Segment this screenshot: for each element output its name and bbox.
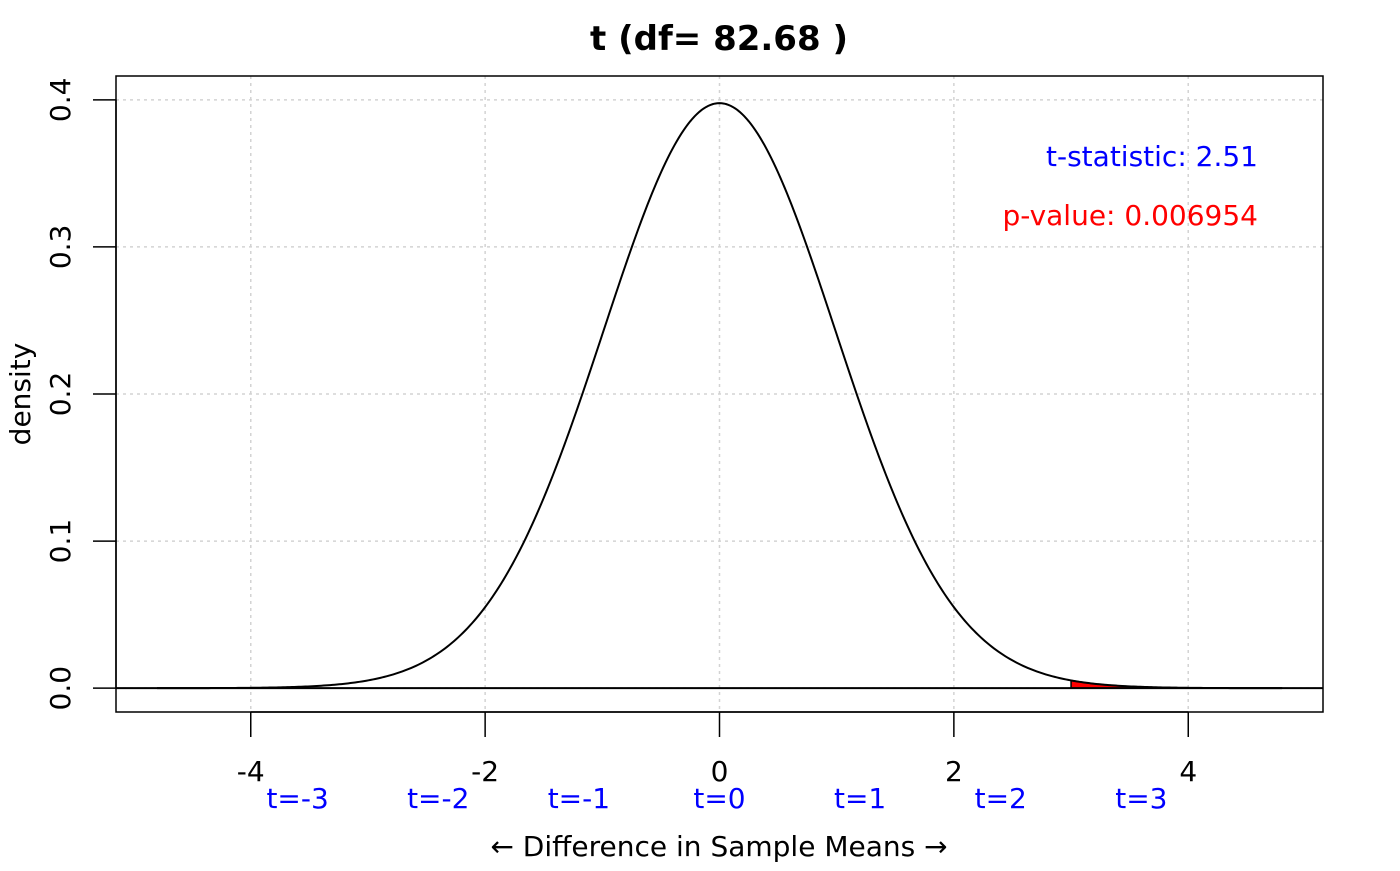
y-tick-label: 0.0 xyxy=(44,666,77,711)
x-tick-label: 4 xyxy=(1179,755,1197,788)
x-axis-label: ← Difference in Sample Means → xyxy=(490,830,947,863)
axes: -4 -2 0 2 4 0.0 0.1 0.2 0.3 0.4 t=-3 t=-2 t=-1 t=0 t=1… xyxy=(44,78,1323,815)
density-curve xyxy=(157,102,1282,690)
x-tick-label: 2 xyxy=(945,755,963,788)
y-tick-label: 0.1 xyxy=(44,519,77,564)
y-tick-label: 0.4 xyxy=(44,78,77,123)
p-value-annotation: p-value: 0.006954 xyxy=(1002,199,1258,232)
t-value-label: t=0 xyxy=(693,782,745,815)
t-value-label: t=1 xyxy=(834,782,886,815)
t-value-label: t=-2 xyxy=(407,782,469,815)
y-axis-label: density xyxy=(4,343,37,446)
chart-title: t (df= 82.68 ) xyxy=(590,19,848,59)
t-value-label: t=-1 xyxy=(548,782,610,815)
x-tick-label: 0 xyxy=(711,755,729,788)
x-tick-label: -4 xyxy=(237,755,265,788)
y-tick-label: 0.3 xyxy=(44,225,77,270)
x-tick-label: -2 xyxy=(471,755,499,788)
t-value-label: t=2 xyxy=(975,782,1027,815)
t-statistic-annotation: t-statistic: 2.51 xyxy=(1046,140,1258,173)
t-value-label: t=-3 xyxy=(266,782,328,815)
t-value-label: t=3 xyxy=(1115,782,1167,815)
density-curve-group xyxy=(157,102,1282,690)
y-tick-label: 0.2 xyxy=(44,372,77,417)
